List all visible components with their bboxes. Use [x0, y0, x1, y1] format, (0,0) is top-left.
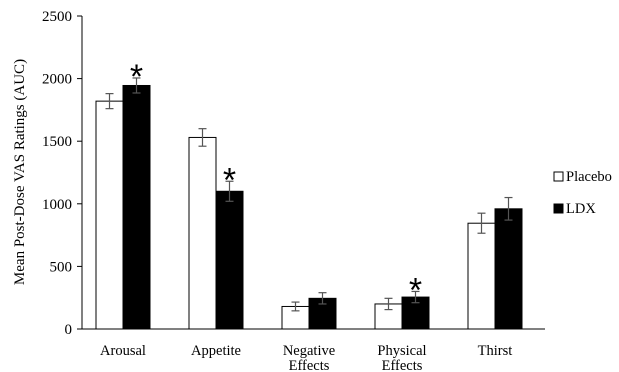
bar-ldx [494, 208, 523, 330]
error-bar [504, 196, 513, 221]
error-bar [477, 212, 486, 234]
legend-swatch-placebo [553, 171, 564, 182]
x-tick-label: Arousal [100, 343, 146, 359]
error-bar [105, 93, 114, 110]
x-axis-labels: Arousal Appetite NegativeEffectsPhysicalEf… [100, 343, 512, 372]
y-tick-label: 0 [65, 322, 73, 338]
error-bar [291, 301, 300, 312]
bars [95, 84, 523, 330]
bar-placebo [188, 136, 217, 330]
bar-ldx [122, 84, 151, 330]
x-tick-label: Effects [382, 358, 423, 372]
bar-placebo [467, 222, 496, 330]
significance-star: * [223, 161, 236, 199]
legend: Placebo LDX [553, 169, 612, 217]
error-bar [132, 77, 141, 94]
x-tick-label: Physical [377, 343, 426, 359]
error-bar [384, 297, 393, 311]
error-bar [318, 292, 327, 305]
y-tick-label: 1500 [42, 134, 72, 150]
y-tick-label: 500 [50, 259, 73, 275]
error-bars [105, 77, 513, 312]
x-tick-label: Effects [289, 358, 330, 372]
significance-markers: * * * [130, 58, 422, 309]
error-bar [225, 180, 234, 202]
y-axis-ticks: 0 500 1000 1500 2000 2500 [42, 9, 82, 338]
y-tick-label: 1000 [42, 197, 72, 213]
significance-star: * [409, 271, 422, 309]
significance-star: * [130, 58, 143, 96]
legend-swatch-ldx [553, 203, 564, 214]
y-tick-label: 2500 [42, 9, 72, 25]
x-tick-label: Thirst [478, 343, 513, 359]
legend-label-placebo: Placebo [566, 169, 612, 185]
legend-label-ldx: LDX [566, 201, 596, 217]
bar-placebo [95, 100, 124, 330]
y-tick-label: 2000 [42, 72, 72, 88]
x-tick-label: Appetite [191, 343, 241, 359]
y-axis-title: Mean Post-Dose VAS Ratings (AUC) [12, 59, 28, 285]
bar-ldx [215, 190, 244, 330]
x-tick-label: Negative [283, 343, 335, 359]
error-bar [198, 128, 207, 147]
error-bar [411, 290, 420, 304]
